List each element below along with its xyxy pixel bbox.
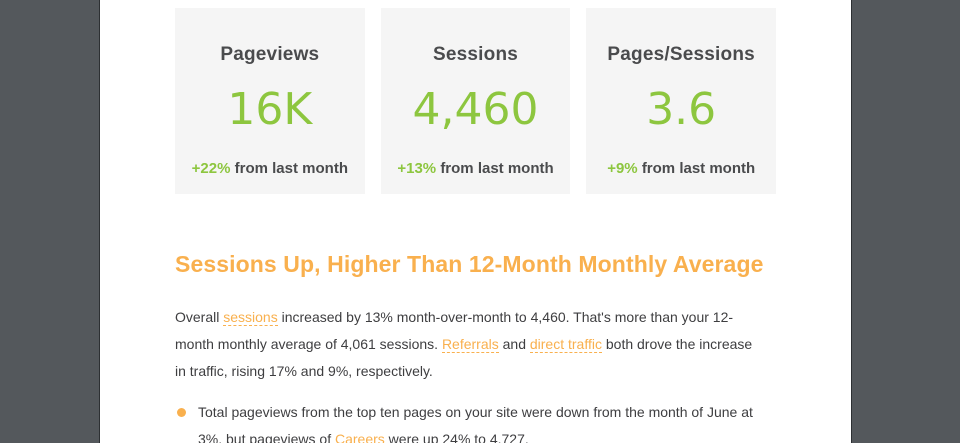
summary-text-segment: and: [498, 336, 530, 352]
careers-link[interactable]: Careers: [334, 431, 385, 443]
direct-traffic-link[interactable]: direct traffic: [529, 336, 602, 353]
stat-delta: +22% from last month: [175, 160, 365, 177]
email-report-body: Pageviews 16K +22% from last month Sessi…: [100, 0, 851, 443]
stat-value: 16K: [227, 84, 313, 135]
stat-value: 4,460: [412, 84, 539, 135]
insights-bullet-list: Total pageviews from the top ten pages o…: [175, 399, 775, 443]
viewport-gutter-right: [851, 0, 960, 443]
stat-value: 3.6: [646, 84, 717, 135]
stat-card-pages-per-session: Pages/Sessions 3.6 +9% from last month: [586, 8, 777, 194]
stat-delta: +9% from last month: [586, 160, 776, 177]
stat-title: Pageviews: [220, 44, 320, 65]
stat-delta: +13% from last month: [381, 160, 571, 177]
summary-text-segment: increased by 13% month-over-month to 4,4…: [175, 309, 734, 352]
delta-caption: from last month: [641, 160, 756, 177]
referrals-link[interactable]: Referrals: [441, 336, 499, 353]
delta-percent: +22%: [191, 160, 231, 177]
delta-percent: +13%: [397, 160, 437, 177]
summary-paragraph: Overall sessions increased by 13% month-…: [175, 304, 763, 385]
sessions-link[interactable]: sessions: [223, 309, 278, 326]
bullet-item: Total pageviews from the top ten pages o…: [175, 399, 775, 443]
bullet-dot-icon: [177, 408, 186, 417]
summary-text-segment: Overall: [175, 309, 224, 325]
stat-card-pageviews: Pageviews 16K +22% from last month: [175, 8, 365, 194]
stat-card-sessions: Sessions 4,460 +13% from last month: [380, 8, 571, 194]
kpi-cards-row: Pageviews 16K +22% from last month Sessi…: [175, 8, 777, 194]
stat-title: Sessions: [432, 44, 519, 65]
bullet-text-segment: Total pageviews from the top ten pages o…: [198, 404, 753, 443]
summary-text-segment: both drove the increase in traffic, risi…: [175, 336, 753, 379]
delta-percent: +9%: [607, 160, 638, 177]
delta-caption: from last month: [234, 160, 348, 177]
bullet-text-segment: were up 24% to 4,727.: [384, 431, 529, 443]
stat-title: Pages/Sessions: [607, 44, 755, 65]
viewport-gutter-left: [0, 0, 100, 443]
delta-caption: from last month: [440, 160, 554, 177]
report-headline: Sessions Up, Higher Than 12-Month Monthl…: [175, 251, 764, 277]
